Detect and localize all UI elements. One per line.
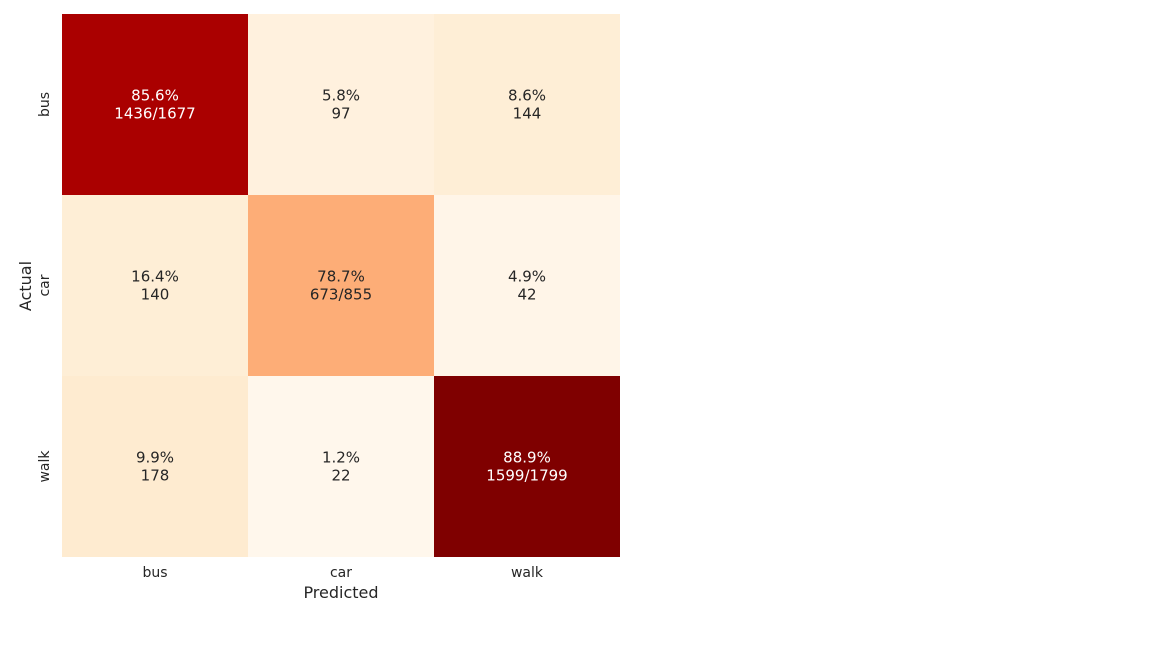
y-tick-labels: bus car walk xyxy=(37,92,53,483)
heatmap-cell-car-walk xyxy=(434,195,620,376)
cell-label-walk-car: 1.2% 22 xyxy=(322,449,360,485)
heatmap-cell-bus-car xyxy=(248,14,434,195)
cell-label-walk-bus: 9.9% 178 xyxy=(136,449,174,485)
cell-label-bus-car: 5.8% 97 xyxy=(322,87,360,123)
heatmap-cell-bus-bus xyxy=(62,14,248,195)
cell-label-car-car: 78.7% 673/855 xyxy=(310,268,372,304)
heatmap-cells xyxy=(62,14,620,557)
y-axis-label: Actual xyxy=(16,261,35,311)
y-tick-bus: bus xyxy=(37,92,53,117)
heatmap-cell-car-bus xyxy=(62,195,248,376)
heatmap-cell-walk-walk xyxy=(434,376,620,557)
heatmap-cell-bus-walk xyxy=(434,14,620,195)
y-tick-car: car xyxy=(37,274,53,296)
heatmap-cell-labels: 85.6% 1436/1677 5.8% 97 8.6% 144 16.4% 140 78.7%… xyxy=(114,87,567,485)
y-tick-walk: walk xyxy=(37,450,53,483)
cell-label-walk-walk: 88.9% 1599/1799 xyxy=(486,449,567,485)
x-tick-car: car xyxy=(330,565,352,581)
cell-label-bus-walk: 8.6% 144 xyxy=(508,87,546,123)
x-tick-walk: walk xyxy=(511,565,544,581)
heatmap-cell-walk-bus xyxy=(62,376,248,557)
heatmap-cell-car-car xyxy=(248,195,434,376)
x-axis-label: Predicted xyxy=(303,583,378,602)
heatmap-cell-walk-car xyxy=(248,376,434,557)
cell-label-car-walk: 4.9% 42 xyxy=(508,268,546,304)
cell-label-bus-bus: 85.6% 1436/1677 xyxy=(114,87,195,123)
x-tick-bus: bus xyxy=(142,565,167,581)
cell-label-car-bus: 16.4% 140 xyxy=(131,268,179,304)
x-tick-labels: bus car walk xyxy=(142,565,543,581)
